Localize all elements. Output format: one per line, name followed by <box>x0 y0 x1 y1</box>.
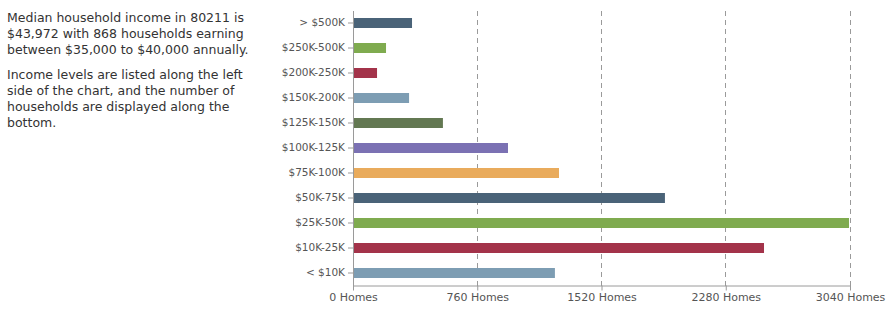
tick-label: $250K-500K <box>282 41 346 53</box>
bar <box>353 68 377 78</box>
tick-mark <box>348 173 353 174</box>
bar <box>353 118 443 128</box>
bars <box>353 18 849 278</box>
tick-mark <box>477 286 478 291</box>
tick-label: $50K-75K <box>295 191 346 203</box>
x-tick: 2280 Homes <box>691 286 761 305</box>
tick-label: 1520 Homes <box>567 291 637 304</box>
tick-label: $10K-25K <box>295 241 346 253</box>
bar <box>353 143 508 153</box>
y-tick: $75K-100K <box>288 166 353 178</box>
tick-label: 760 Homes <box>446 291 509 304</box>
chart: 0 Homes 760 Homes 1520 Homes 2280 Homes 3040… <box>0 0 894 313</box>
tick-mark <box>353 286 354 291</box>
tick-mark <box>602 286 603 291</box>
tick-mark <box>348 273 353 274</box>
x-tick: 760 Homes <box>446 286 509 305</box>
tick-label: $200K-250K <box>282 66 346 78</box>
axis-line <box>353 11 354 286</box>
y-tick: $150K-200K <box>282 91 353 103</box>
tick-mark <box>348 23 353 24</box>
tick-mark <box>348 248 353 249</box>
annotation: Income levels are listed along the left … <box>7 67 269 131</box>
tick-mark <box>348 198 353 199</box>
x-axis: 0 Homes 760 Homes 1520 Homes 2280 Homes 3040… <box>329 286 885 305</box>
tick-label: < $10K <box>306 266 346 278</box>
y-tick: $10K-25K <box>295 241 353 253</box>
x-tick: 0 Homes <box>329 286 378 305</box>
bar <box>353 93 409 103</box>
y-tick: $250K-500K <box>282 41 353 53</box>
tick-label: 0 Homes <box>329 291 378 304</box>
tick-label: $25K-50K <box>295 216 346 228</box>
tick-label: 3040 Homes <box>816 291 886 304</box>
tick-label: $100K-125K <box>282 141 346 153</box>
y-tick: $50K-75K <box>295 191 353 203</box>
y-tick: > $500K <box>299 16 353 28</box>
tick-label: > $500K <box>299 16 346 28</box>
tick-mark <box>348 148 353 149</box>
tick-mark <box>348 98 353 99</box>
y-axis: > $500K $250K-500K $200K-250K $150K-200K $12… <box>282 11 354 286</box>
annotation: Median household income in 80211 is $43,… <box>7 10 269 58</box>
grid-line <box>850 11 851 286</box>
grid <box>353 11 850 286</box>
y-tick: $125K-150K <box>282 116 353 128</box>
x-tick: 3040 Homes <box>816 286 886 305</box>
y-tick: $100K-125K <box>282 141 353 153</box>
tick-mark <box>726 286 727 291</box>
tick-mark <box>348 223 353 224</box>
tick-mark <box>348 123 353 124</box>
bar <box>353 218 849 228</box>
tick-label: $75K-100K <box>288 166 346 178</box>
tick-mark <box>348 73 353 74</box>
tick-label: 2280 Homes <box>691 291 761 304</box>
bar <box>353 18 412 28</box>
y-tick: < $10K <box>306 266 353 278</box>
tick-mark <box>850 286 851 291</box>
notes: Median household income in 80211 is $43,… <box>7 10 269 140</box>
tick-label: $125K-150K <box>282 116 346 128</box>
bar <box>353 168 559 178</box>
y-tick: $200K-250K <box>282 66 353 78</box>
bar <box>353 268 555 278</box>
bar <box>353 243 764 253</box>
tick-label: $150K-200K <box>282 91 346 103</box>
x-tick: 1520 Homes <box>567 286 637 305</box>
bar <box>353 43 386 53</box>
tick-mark <box>348 48 353 49</box>
bar <box>353 193 665 203</box>
y-tick: $25K-50K <box>295 216 353 228</box>
